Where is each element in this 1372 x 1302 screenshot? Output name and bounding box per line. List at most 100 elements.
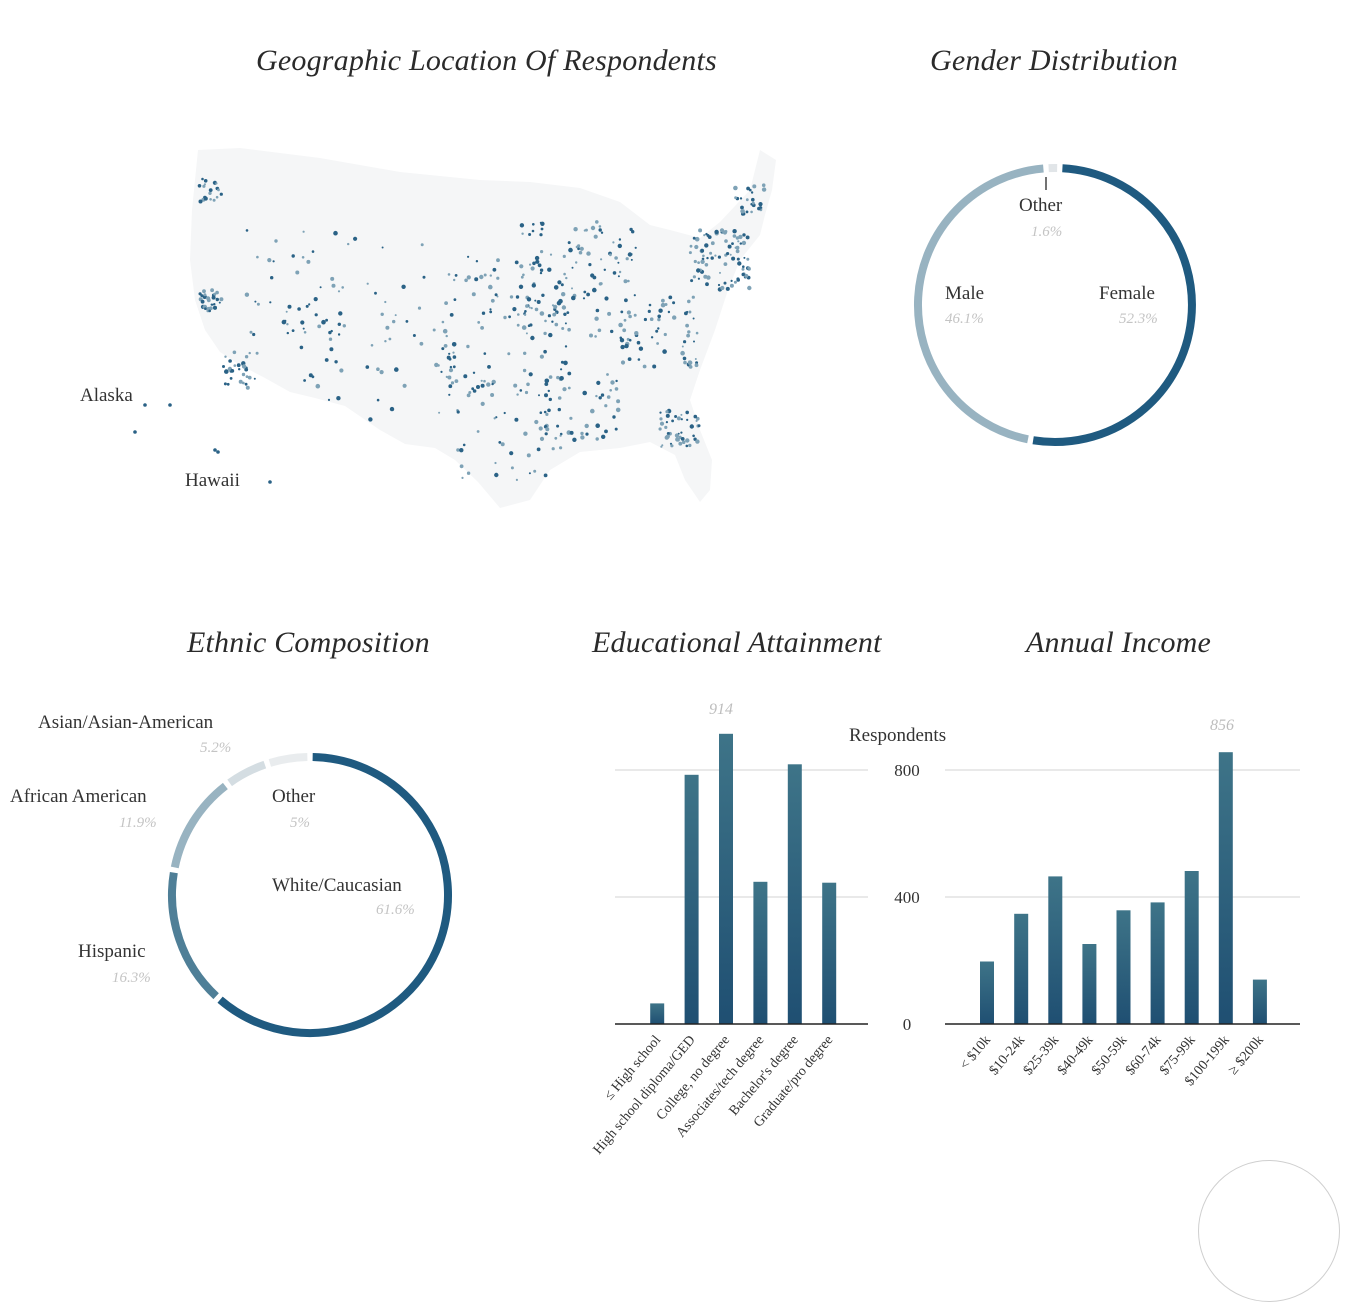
respondent-dot — [618, 244, 622, 248]
respondent-dot — [468, 391, 471, 394]
respondent-dot — [615, 428, 618, 431]
respondent-dot — [366, 365, 370, 369]
respondent-dot — [556, 376, 559, 379]
respondent-dot — [341, 286, 344, 289]
respondent-dot — [554, 437, 557, 440]
respondent-dot — [752, 202, 755, 205]
respondent-dot — [508, 315, 511, 318]
respondent-dot — [620, 345, 624, 349]
respondent-dot — [367, 283, 369, 285]
respondent-dot — [300, 320, 304, 324]
respondent-dot — [601, 435, 605, 439]
respondent-dot — [746, 198, 749, 201]
respondent-dot — [700, 260, 704, 264]
respondent-dot — [538, 263, 542, 267]
respondent-dot — [590, 409, 595, 414]
respondent-dot — [273, 260, 275, 262]
respondent-dot — [589, 334, 593, 338]
respondent-dot — [442, 321, 445, 324]
respondent-dot — [568, 241, 571, 244]
respondent-dot — [211, 304, 213, 306]
respondent-dot — [685, 411, 689, 415]
respondent-dot — [216, 450, 220, 454]
respondent-dot — [638, 358, 641, 361]
respondent-dot — [549, 398, 552, 401]
respondent-dot — [711, 256, 714, 259]
respondent-dot — [515, 261, 519, 265]
respondent-dot — [657, 315, 661, 319]
respondent-dot — [529, 264, 531, 266]
respondent-dot — [477, 430, 480, 433]
respondent-dot — [234, 364, 237, 367]
respondent-dot — [446, 335, 448, 337]
respondent-dot — [338, 323, 341, 326]
respondent-dot — [705, 233, 707, 235]
respondent-dot — [254, 301, 256, 303]
respondent-dot — [568, 248, 573, 253]
respondent-dot — [314, 297, 318, 301]
respondent-dot — [742, 268, 745, 271]
respondent-dot — [742, 241, 746, 245]
respondent-dot — [545, 413, 548, 416]
respondent-dot — [321, 320, 326, 325]
respondent-dot — [624, 319, 627, 322]
respondent-dot — [381, 313, 384, 316]
respondent-dot — [728, 245, 732, 249]
respondent-dot — [746, 211, 749, 214]
respondent-dot — [666, 435, 670, 439]
respondent-dot — [513, 384, 517, 388]
respondent-dot — [133, 430, 137, 434]
respondent-dot — [677, 416, 681, 420]
education-max-label: 914 — [709, 701, 733, 719]
respondent-dot — [657, 327, 659, 329]
respondent-dot — [582, 391, 587, 396]
respondent-dot — [706, 257, 708, 259]
respondent-dot — [693, 318, 695, 320]
respondent-dot — [338, 333, 340, 335]
respondent-dot — [494, 417, 496, 419]
respondent-dot — [325, 358, 329, 362]
bar-8 — [1253, 980, 1267, 1025]
respondent-dot — [666, 421, 668, 423]
respondent-dot — [510, 295, 513, 298]
respondent-dot — [529, 307, 531, 309]
bar-1 — [685, 775, 699, 1024]
respondent-dot — [491, 299, 495, 303]
respondent-dot — [522, 274, 525, 277]
respondent-dot — [737, 258, 740, 261]
respondent-dot — [689, 251, 692, 254]
respondent-dot — [622, 328, 626, 332]
respondent-dot — [672, 301, 675, 304]
respondent-dot — [306, 305, 309, 308]
respondent-dot — [624, 279, 628, 283]
respondent-dot — [559, 376, 564, 381]
respondent-dot — [537, 448, 541, 452]
respondent-dot — [516, 295, 519, 298]
respondent-dot — [548, 390, 550, 392]
respondent-dot — [555, 312, 557, 314]
respondent-dot — [454, 298, 457, 301]
respondent-dot — [199, 292, 202, 295]
respondent-dot — [696, 332, 699, 335]
respondent-dot — [726, 287, 730, 291]
respondent-dot — [437, 364, 440, 367]
bar-5 — [1151, 902, 1165, 1024]
respondent-dot — [540, 272, 542, 274]
respondent-dot — [694, 415, 698, 419]
respondent-dot — [486, 382, 490, 386]
respondent-dot — [216, 298, 219, 301]
respondent-dot — [563, 255, 566, 258]
respondent-dot — [395, 314, 397, 316]
respondent-dot — [596, 437, 599, 440]
respondent-dot — [751, 191, 753, 193]
respondent-dot — [635, 247, 637, 249]
respondent-dot — [481, 384, 485, 388]
respondent-dot — [714, 255, 716, 257]
respondent-dot — [634, 331, 638, 335]
respondent-dot — [338, 311, 342, 315]
respondent-dot — [532, 230, 535, 233]
respondent-dot — [585, 433, 588, 436]
respondent-dot — [450, 313, 454, 317]
respondent-dot — [724, 230, 727, 233]
